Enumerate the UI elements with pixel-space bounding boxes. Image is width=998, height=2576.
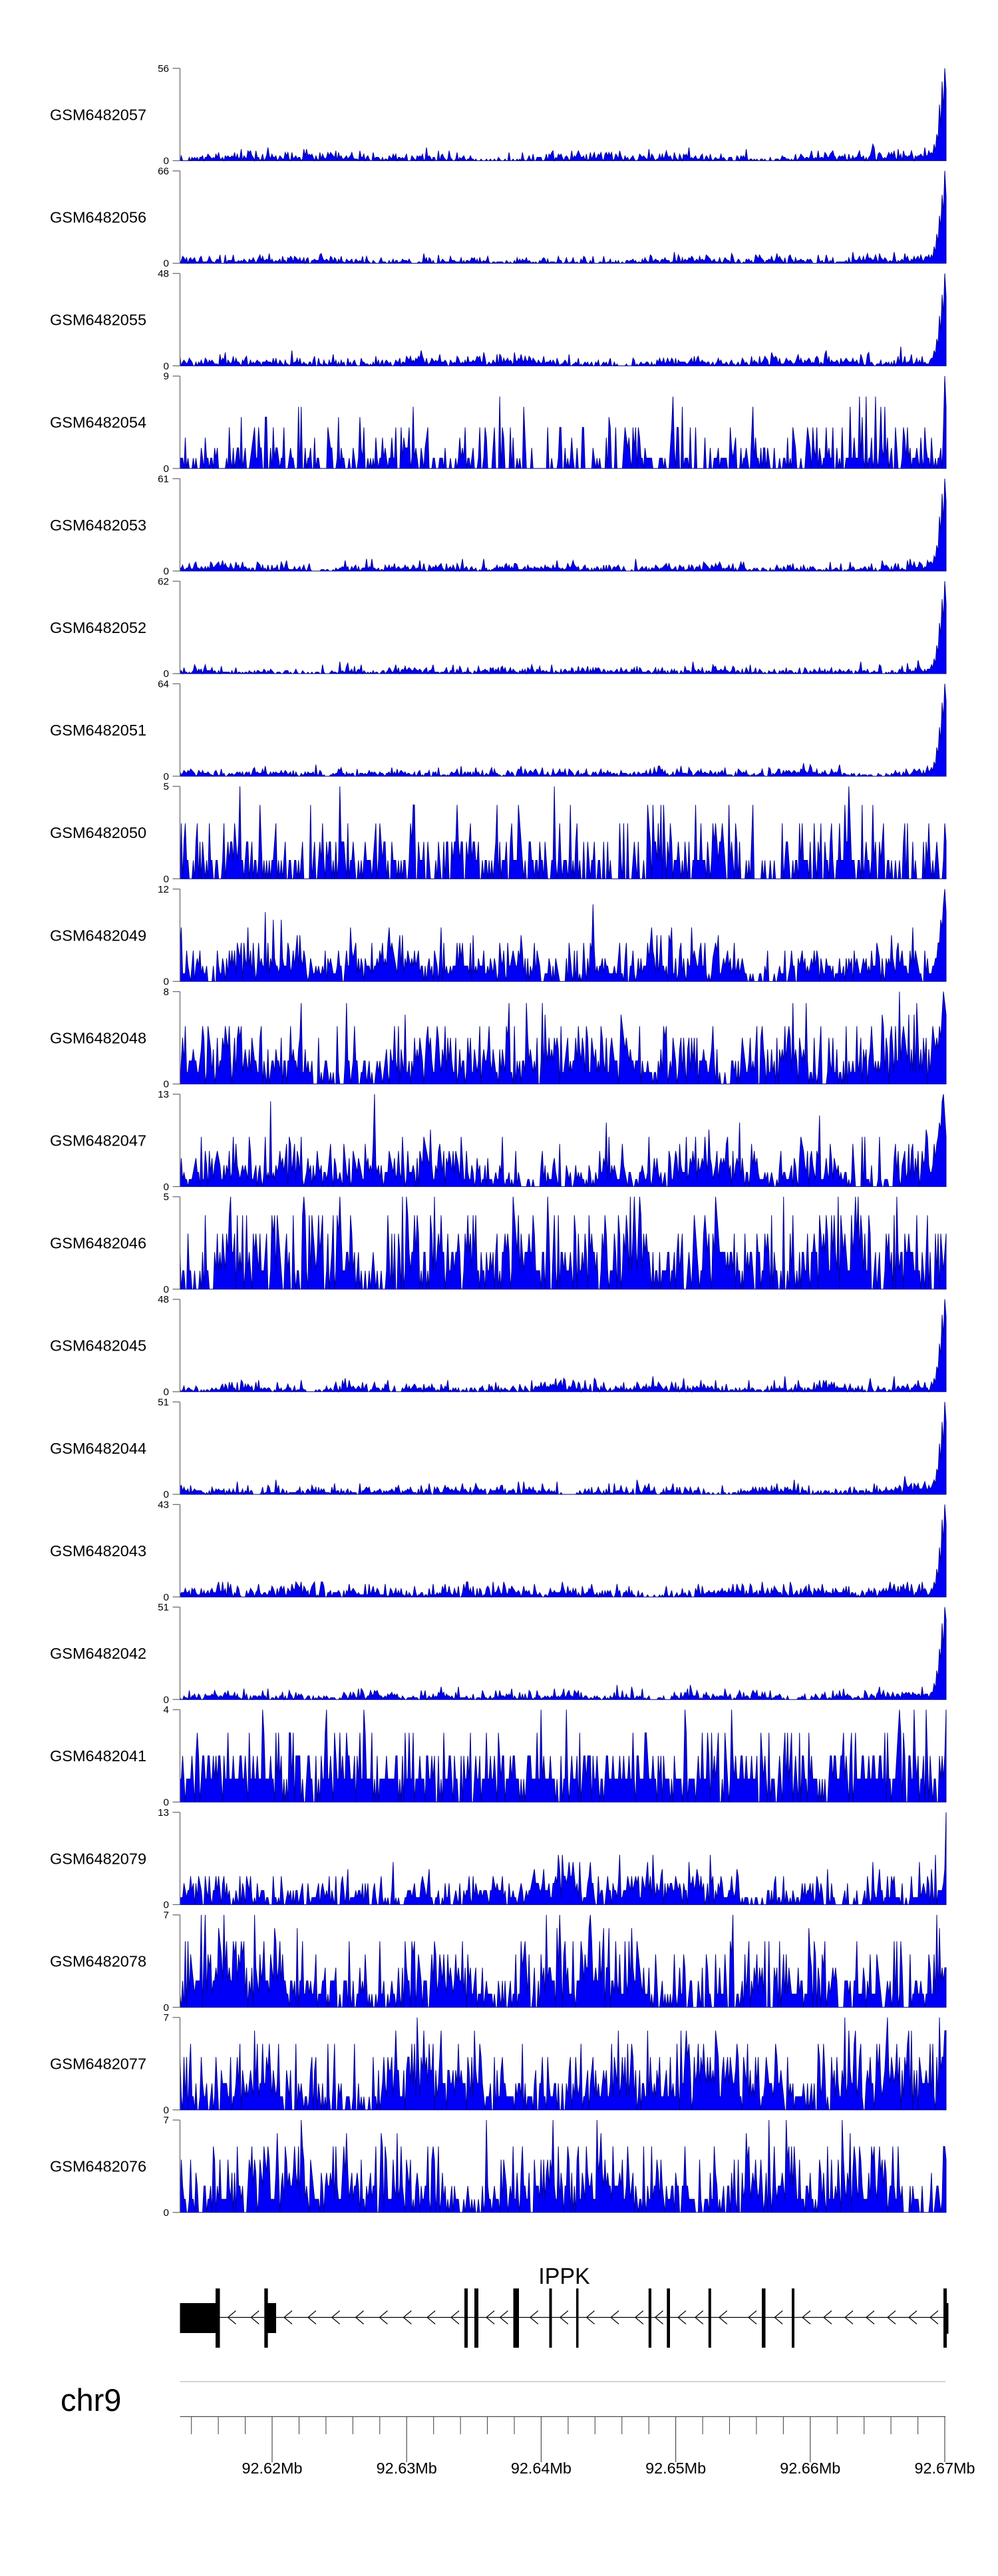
svg-text:61: 61 <box>158 473 169 485</box>
svg-text:0: 0 <box>164 1387 169 1398</box>
svg-text:0: 0 <box>164 1181 169 1193</box>
svg-text:0: 0 <box>164 873 169 885</box>
svg-text:GSM6482053: GSM6482053 <box>50 517 146 534</box>
svg-text:92.63Mb: 92.63Mb <box>377 2460 437 2477</box>
svg-text:IPPK: IPPK <box>538 2264 590 2289</box>
svg-text:GSM6482047: GSM6482047 <box>50 1132 146 1150</box>
svg-text:8: 8 <box>164 986 169 998</box>
svg-text:9: 9 <box>164 371 169 382</box>
svg-text:0: 0 <box>164 976 169 988</box>
svg-text:chr9: chr9 <box>61 2382 121 2418</box>
svg-text:GSM6482077: GSM6482077 <box>50 2055 146 2073</box>
svg-text:GSM6482056: GSM6482056 <box>50 208 146 226</box>
svg-text:51: 51 <box>158 1602 169 1613</box>
svg-text:0: 0 <box>164 258 169 270</box>
svg-text:92.64Mb: 92.64Mb <box>511 2460 572 2477</box>
svg-text:GSM6482051: GSM6482051 <box>50 722 146 739</box>
svg-text:0: 0 <box>164 1797 169 1809</box>
svg-text:92.66Mb: 92.66Mb <box>780 2460 840 2477</box>
svg-text:0: 0 <box>164 1592 169 1603</box>
svg-text:92.62Mb: 92.62Mb <box>242 2460 302 2477</box>
svg-text:0: 0 <box>164 2207 169 2219</box>
svg-text:0: 0 <box>164 361 169 372</box>
svg-text:GSM6482041: GSM6482041 <box>50 1747 146 1765</box>
svg-text:GSM6482052: GSM6482052 <box>50 619 146 636</box>
svg-text:0: 0 <box>164 1079 169 1090</box>
svg-text:0: 0 <box>164 1900 169 1911</box>
svg-text:5: 5 <box>164 781 169 793</box>
svg-text:13: 13 <box>158 1089 169 1100</box>
svg-text:GSM6482079: GSM6482079 <box>50 1850 146 1867</box>
svg-text:4: 4 <box>164 1705 169 1716</box>
svg-text:GSM6482078: GSM6482078 <box>50 1953 146 1970</box>
svg-text:GSM6482050: GSM6482050 <box>50 824 146 841</box>
svg-text:GSM6482048: GSM6482048 <box>50 1029 146 1046</box>
svg-text:62: 62 <box>158 576 169 587</box>
svg-text:64: 64 <box>158 679 169 690</box>
svg-text:GSM6482055: GSM6482055 <box>50 312 146 329</box>
svg-text:0: 0 <box>164 566 169 577</box>
svg-text:0: 0 <box>164 2002 169 2014</box>
svg-text:43: 43 <box>158 1500 169 1511</box>
svg-text:0: 0 <box>164 2105 169 2116</box>
svg-text:GSM6482054: GSM6482054 <box>50 414 146 431</box>
svg-text:GSM6482045: GSM6482045 <box>50 1337 146 1355</box>
svg-text:5: 5 <box>164 1191 169 1203</box>
svg-text:0: 0 <box>164 771 169 782</box>
svg-text:48: 48 <box>158 1294 169 1305</box>
svg-text:7: 7 <box>164 2012 169 2024</box>
svg-text:92.65Mb: 92.65Mb <box>645 2460 706 2477</box>
svg-text:GSM6482042: GSM6482042 <box>50 1645 146 1662</box>
svg-text:0: 0 <box>164 668 169 680</box>
svg-text:GSM6482049: GSM6482049 <box>50 927 146 944</box>
svg-text:0: 0 <box>164 156 169 167</box>
svg-text:GSM6482046: GSM6482046 <box>50 1235 146 1252</box>
svg-text:92.67Mb: 92.67Mb <box>914 2460 975 2477</box>
svg-text:0: 0 <box>164 1284 169 1295</box>
svg-text:7: 7 <box>164 1910 169 1921</box>
svg-text:48: 48 <box>158 268 169 280</box>
svg-text:56: 56 <box>158 63 169 75</box>
svg-text:GSM6482057: GSM6482057 <box>50 106 146 123</box>
svg-text:51: 51 <box>158 1396 169 1408</box>
svg-text:13: 13 <box>158 1807 169 1819</box>
svg-text:0: 0 <box>164 1489 169 1500</box>
svg-text:7: 7 <box>164 2115 169 2126</box>
svg-text:66: 66 <box>158 166 169 177</box>
svg-text:0: 0 <box>164 463 169 475</box>
svg-text:GSM6482076: GSM6482076 <box>50 2158 146 2175</box>
svg-text:GSM6482043: GSM6482043 <box>50 1542 146 1560</box>
svg-text:0: 0 <box>164 1694 169 1705</box>
svg-text:GSM6482044: GSM6482044 <box>50 1440 146 1457</box>
svg-text:12: 12 <box>158 884 169 895</box>
